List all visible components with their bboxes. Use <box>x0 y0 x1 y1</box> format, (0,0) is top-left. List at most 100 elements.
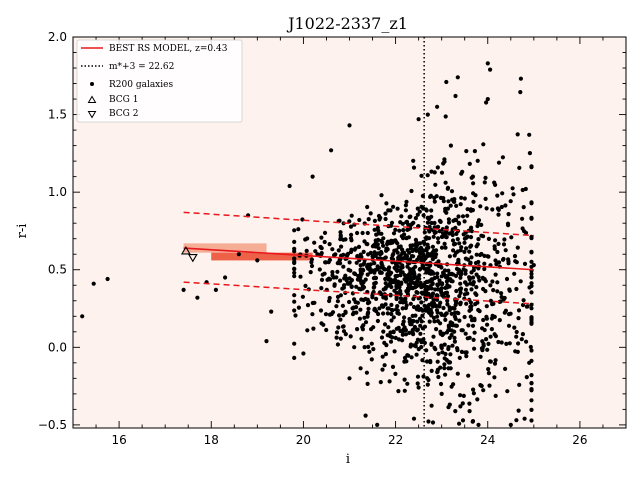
galaxy-point <box>473 302 478 307</box>
galaxy-point <box>443 317 448 322</box>
galaxy-point <box>310 300 315 306</box>
galaxy-point <box>422 257 427 262</box>
galaxy-point <box>415 319 420 324</box>
galaxy-point <box>529 398 534 403</box>
galaxy-point <box>381 311 386 316</box>
galaxy-point <box>518 279 523 284</box>
galaxy-point <box>472 346 477 351</box>
galaxy-point <box>384 201 389 206</box>
galaxy-point <box>457 294 462 299</box>
x-tick-label: 18 <box>204 433 219 447</box>
galaxy-point <box>406 235 411 240</box>
galaxy-point <box>319 277 325 282</box>
galaxy-point <box>470 174 475 179</box>
galaxy-point <box>466 373 471 378</box>
galaxy-point <box>403 255 408 260</box>
legend-swatch-galaxies <box>90 82 94 86</box>
galaxy-point <box>334 335 339 340</box>
galaxy-point <box>408 243 413 248</box>
galaxy-point <box>469 287 474 292</box>
galaxy-point <box>456 214 461 219</box>
galaxy-point <box>399 281 404 286</box>
galaxy-point <box>349 247 354 252</box>
galaxy-point <box>495 249 500 255</box>
galaxy-point <box>385 247 390 252</box>
galaxy-point <box>452 339 457 344</box>
galaxy-point <box>492 375 497 380</box>
galaxy-point <box>435 165 440 170</box>
galaxy-point <box>411 158 416 163</box>
galaxy-point <box>435 104 440 109</box>
galaxy-point <box>448 366 453 371</box>
galaxy-point <box>468 207 473 212</box>
galaxy-point <box>437 278 442 283</box>
galaxy-point <box>444 225 449 230</box>
galaxy-point <box>458 404 463 409</box>
galaxy-point <box>465 207 470 212</box>
galaxy-point <box>511 192 516 197</box>
galaxy-point <box>524 339 529 344</box>
galaxy-point <box>507 341 512 346</box>
x-tick-label: 16 <box>111 433 126 447</box>
galaxy-point <box>512 325 517 330</box>
galaxy-point <box>317 267 322 272</box>
galaxy-point <box>385 311 390 316</box>
galaxy-point <box>503 308 508 313</box>
galaxy-point <box>458 393 463 398</box>
galaxy-point <box>438 195 443 200</box>
galaxy-point <box>181 287 186 292</box>
galaxy-point <box>445 302 450 307</box>
galaxy-point <box>379 193 384 198</box>
galaxy-point <box>367 300 372 305</box>
galaxy-point <box>486 371 491 376</box>
galaxy-point <box>379 335 385 340</box>
galaxy-point <box>417 267 422 272</box>
galaxy-point <box>479 222 484 227</box>
galaxy-point <box>349 232 354 237</box>
galaxy-point <box>456 257 461 262</box>
galaxy-point <box>433 287 438 292</box>
galaxy-point <box>379 238 384 243</box>
galaxy-point <box>368 270 373 275</box>
galaxy-point <box>496 260 502 265</box>
galaxy-point <box>361 249 366 254</box>
galaxy-point <box>529 216 534 221</box>
galaxy-point <box>325 277 330 282</box>
galaxy-point <box>529 380 534 386</box>
galaxy-point <box>463 287 468 292</box>
galaxy-point <box>404 279 409 284</box>
galaxy-point <box>395 304 400 309</box>
galaxy-point <box>485 97 490 102</box>
galaxy-point <box>369 341 374 346</box>
galaxy-point <box>471 280 476 285</box>
galaxy-point <box>483 175 488 180</box>
galaxy-point <box>330 310 336 315</box>
galaxy-point <box>413 313 418 318</box>
galaxy-point <box>519 337 524 342</box>
galaxy-point <box>420 313 425 318</box>
galaxy-point <box>425 173 430 178</box>
galaxy-point <box>420 249 425 254</box>
galaxy-point <box>371 347 376 352</box>
galaxy-point <box>347 123 352 128</box>
galaxy-point <box>465 213 470 218</box>
galaxy-point <box>353 300 358 305</box>
galaxy-point <box>372 261 377 266</box>
galaxy-point <box>417 316 423 321</box>
galaxy-point <box>337 313 342 318</box>
galaxy-point <box>418 255 423 260</box>
galaxy-point <box>105 276 110 282</box>
galaxy-point <box>520 187 525 193</box>
galaxy-point <box>433 347 438 352</box>
galaxy-point <box>508 199 513 204</box>
galaxy-point <box>371 285 376 290</box>
galaxy-point <box>464 235 469 240</box>
galaxy-point <box>327 242 332 247</box>
galaxy-point <box>411 304 417 310</box>
galaxy-point <box>379 251 384 256</box>
galaxy-point <box>435 275 440 280</box>
galaxy-point <box>236 252 241 257</box>
galaxy-point <box>402 377 407 382</box>
galaxy-point <box>442 366 447 371</box>
galaxy-point <box>367 349 372 354</box>
